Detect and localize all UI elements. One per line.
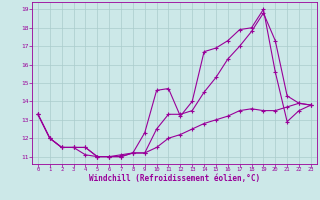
X-axis label: Windchill (Refroidissement éolien,°C): Windchill (Refroidissement éolien,°C) <box>89 174 260 183</box>
